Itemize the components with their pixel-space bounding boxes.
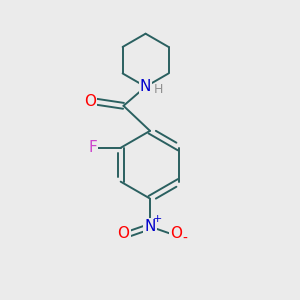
Text: O: O — [170, 226, 182, 242]
Text: O: O — [84, 94, 96, 109]
Text: +: + — [153, 214, 162, 224]
Text: H: H — [153, 82, 163, 95]
Text: N: N — [140, 79, 151, 94]
Text: N: N — [144, 219, 156, 234]
Text: -: - — [182, 232, 187, 246]
Text: F: F — [88, 140, 97, 155]
Text: O: O — [118, 226, 130, 242]
